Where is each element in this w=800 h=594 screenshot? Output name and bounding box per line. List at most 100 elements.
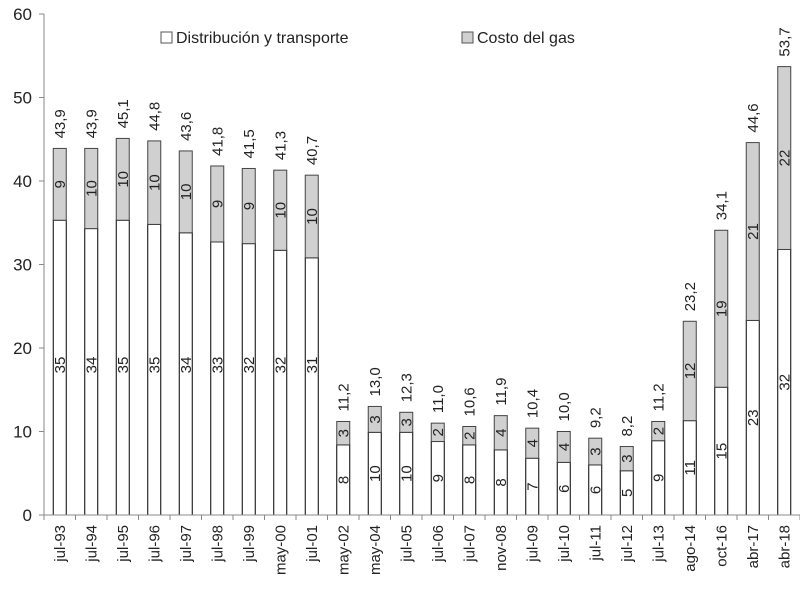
bar-total-label: 34,1 [713, 191, 730, 220]
bar-segment-costo-gas [682, 320, 697, 422]
bar-total-label: 43,6 [178, 112, 195, 141]
bar-value-distribucion: 34 [178, 357, 195, 374]
bar-total-label: 23,2 [682, 282, 699, 311]
bar-group: 10 3 12,3 [398, 373, 415, 516]
bar-value-costo-gas: 2 [650, 427, 667, 435]
y-axis: 0 10 20 30 40 50 60 [13, 5, 45, 525]
bar-value-distribucion: 8 [493, 478, 510, 486]
bar-group: 33 9 41,8 [209, 127, 226, 516]
x-tick-label: jul-13 [650, 525, 667, 563]
bar-value-costo-gas: 3 [619, 454, 636, 462]
y-tick-label: 20 [13, 339, 32, 358]
bar-value-costo-gas: 4 [493, 429, 510, 437]
bar-segment-costo-gas [241, 167, 256, 245]
bar-group: 35 10 44,8 [146, 102, 163, 516]
y-tick-label: 50 [13, 89, 32, 108]
bar-segment-costo-gas [525, 427, 540, 459]
bar-value-distribucion: 8 [461, 476, 478, 484]
x-tick-label: jul-97 [178, 525, 195, 563]
y-tick-label: 30 [13, 256, 32, 275]
bar-segment-costo-gas [651, 420, 666, 442]
bar-group: 11 12 23,2 [682, 282, 699, 516]
bar-value-distribucion: 35 [52, 357, 69, 374]
bar-group: 8 3 11,2 [335, 383, 352, 516]
bar-value-distribucion: 23 [745, 409, 762, 426]
bar-value-distribucion: 33 [209, 357, 226, 374]
x-tick-label: ago-14 [682, 525, 699, 572]
bar-group: 32 22 53,7 [776, 27, 793, 516]
x-tick-label: abr-17 [745, 525, 762, 568]
x-tick-label: jul-99 [241, 525, 258, 563]
bar-value-costo-gas: 3 [398, 418, 415, 426]
bar-segment-costo-gas [399, 411, 414, 433]
bar-group: 34 10 43,9 [83, 109, 100, 516]
y-tick-label: 40 [13, 172, 32, 191]
bar-value-distribucion: 9 [430, 474, 447, 482]
bar-total-label: 45,1 [115, 99, 132, 128]
x-tick-label: jul-93 [52, 525, 69, 563]
bar-segment-costo-gas [210, 165, 225, 243]
bar-value-costo-gas: 10 [304, 208, 321, 225]
bar-total-label: 8,2 [619, 416, 636, 437]
bar-total-label: 43,9 [52, 109, 69, 138]
bar-segment-distribucion [273, 249, 288, 516]
bar-group: 34 10 43,6 [178, 112, 195, 516]
bar-group: 32 9 41,5 [241, 129, 258, 516]
bar-segment-costo-gas [556, 431, 571, 463]
bar-value-costo-gas: 22 [776, 150, 793, 167]
bar-segment-costo-gas [52, 147, 67, 221]
x-tick-label: may-02 [335, 525, 352, 575]
bar-segment-costo-gas [84, 147, 99, 230]
bar-group: 9 2 11,2 [650, 383, 667, 516]
x-tick-label: abr-18 [776, 525, 793, 568]
bar-series: 35943,9341043,9351045,1351044,8341043,63… [52, 27, 793, 516]
bar-segment-costo-gas [493, 415, 508, 451]
bar-value-distribucion: 10 [367, 465, 384, 482]
bar-value-costo-gas: 12 [682, 363, 699, 380]
x-tick-label: jul-10 [556, 525, 573, 563]
bar-total-label: 13,0 [367, 367, 384, 396]
bar-segment-costo-gas [777, 66, 792, 250]
y-tick-label: 10 [13, 423, 32, 442]
bar-total-label: 41,3 [272, 131, 289, 160]
bar-segment-costo-gas [304, 174, 319, 259]
x-tick-label: jul-12 [619, 525, 636, 563]
bar-value-distribucion: 8 [335, 476, 352, 484]
bar-total-label: 44,8 [146, 102, 163, 131]
x-tick-label: jul-95 [115, 525, 132, 563]
bar-group: 8 2 10,6 [461, 387, 478, 516]
x-tick-label: jul-98 [209, 525, 226, 563]
bar-value-distribucion: 6 [556, 485, 573, 493]
bar-total-label: 11,2 [650, 383, 667, 411]
bar-segment-distribucion [304, 257, 319, 516]
bar-value-distribucion: 15 [713, 443, 730, 460]
bar-value-costo-gas: 10 [115, 171, 132, 188]
bar-total-label: 12,3 [398, 373, 415, 402]
bar-total-label: 11,2 [335, 383, 352, 411]
legend-swatch-distribucion [160, 31, 173, 44]
bar-segment-distribucion [241, 243, 256, 516]
bar-total-label: 53,7 [776, 27, 793, 56]
bar-value-distribucion: 7 [524, 482, 541, 490]
bar-value-costo-gas: 3 [335, 429, 352, 437]
bar-segment-costo-gas [273, 169, 288, 251]
bar-group: 8 4 11,9 [493, 378, 510, 516]
x-tick-label: jul-09 [524, 525, 541, 563]
bar-value-distribucion: 11 [682, 460, 699, 476]
bar-segment-costo-gas [147, 140, 162, 225]
bar-segment-costo-gas [462, 425, 477, 446]
bar-value-distribucion: 31 [304, 357, 321, 374]
bar-segment-costo-gas [336, 420, 351, 446]
bar-value-distribucion: 9 [650, 474, 667, 482]
bar-value-distribucion: 32 [241, 357, 258, 374]
bar-total-label: 44,6 [745, 103, 762, 132]
bar-value-costo-gas: 2 [461, 432, 478, 440]
bar-total-label: 9,2 [587, 407, 604, 428]
x-tick-label: jul-07 [461, 525, 478, 563]
bar-value-costo-gas: 19 [713, 300, 730, 317]
bar-total-label: 11,9 [493, 378, 510, 406]
bar-segment-costo-gas [588, 437, 603, 466]
bar-group: 538,2 [619, 416, 636, 516]
bar-value-costo-gas: 9 [209, 200, 226, 208]
